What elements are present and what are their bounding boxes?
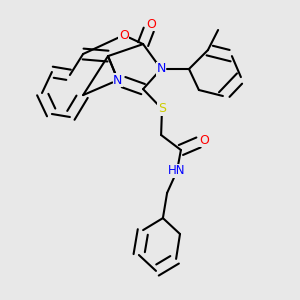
Text: O: O: [199, 134, 209, 147]
Text: O: O: [146, 17, 156, 31]
Text: N: N: [113, 74, 123, 87]
Text: S: S: [158, 102, 166, 116]
Text: O: O: [119, 28, 129, 42]
Text: HN: HN: [168, 164, 186, 178]
Text: N: N: [156, 62, 166, 76]
